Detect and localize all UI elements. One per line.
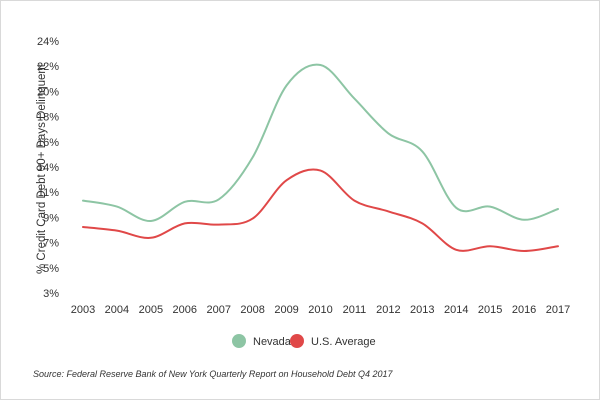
y-tick-label: 18% (37, 112, 59, 124)
x-tick-label: 2007 (206, 304, 230, 316)
y-tick-label: 5% (43, 263, 59, 275)
legend-label-u-s-average: U.S. Average (311, 336, 376, 348)
source-note: Source: Federal Reserve Bank of New York… (33, 369, 393, 379)
x-tick-label: 2009 (274, 304, 298, 316)
y-tick-label: 7% (43, 238, 59, 250)
y-tick-label: 14% (37, 162, 59, 174)
x-tick-label: 2008 (240, 304, 264, 316)
y-tick-label: 16% (37, 137, 59, 149)
y-tick-label: 3% (43, 288, 59, 300)
x-tick-label: 2006 (173, 304, 197, 316)
y-tick-label: 11% (38, 187, 59, 199)
legend-label-nevada: Nevada (253, 336, 292, 348)
y-tick-label: 22% (37, 61, 59, 73)
x-tick-label: 2012 (376, 304, 400, 316)
series-lines (82, 63, 559, 252)
x-tick-label: 2014 (444, 304, 468, 316)
legend-marker-nevada (232, 334, 246, 348)
x-tick-label: 2011 (343, 304, 367, 316)
x-tick-label: 2004 (105, 304, 129, 316)
legend-marker-u-s-average (290, 334, 304, 348)
y-tick-label: 24% (37, 36, 59, 48)
series-line-u-s-average (82, 168, 559, 252)
x-tick-label: 2015 (478, 304, 502, 316)
y-axis-ticks: 3% 5% 7% 9% 11% 14% 16% 18% 20% 22% 24% (37, 36, 59, 300)
y-tick-label: 20% (37, 86, 59, 98)
x-axis-ticks: 2003 2004 2005 2006 2007 2008 2009 2010 2011 2012… (71, 304, 570, 316)
x-tick-label: 2010 (308, 304, 332, 316)
y-tick-label: 9% (43, 212, 59, 224)
x-tick-label: 2003 (71, 304, 95, 316)
y-axis-label: % Credit Card Debt 90+ Days Delinquent (36, 63, 48, 274)
series-line-nevada (82, 63, 559, 223)
x-tick-label: 2005 (139, 304, 163, 316)
legend: Nevada U.S. Average (232, 334, 376, 348)
x-tick-label: 2017 (546, 304, 570, 316)
x-tick-label: 2013 (410, 304, 434, 316)
x-tick-label: 2016 (512, 304, 536, 316)
